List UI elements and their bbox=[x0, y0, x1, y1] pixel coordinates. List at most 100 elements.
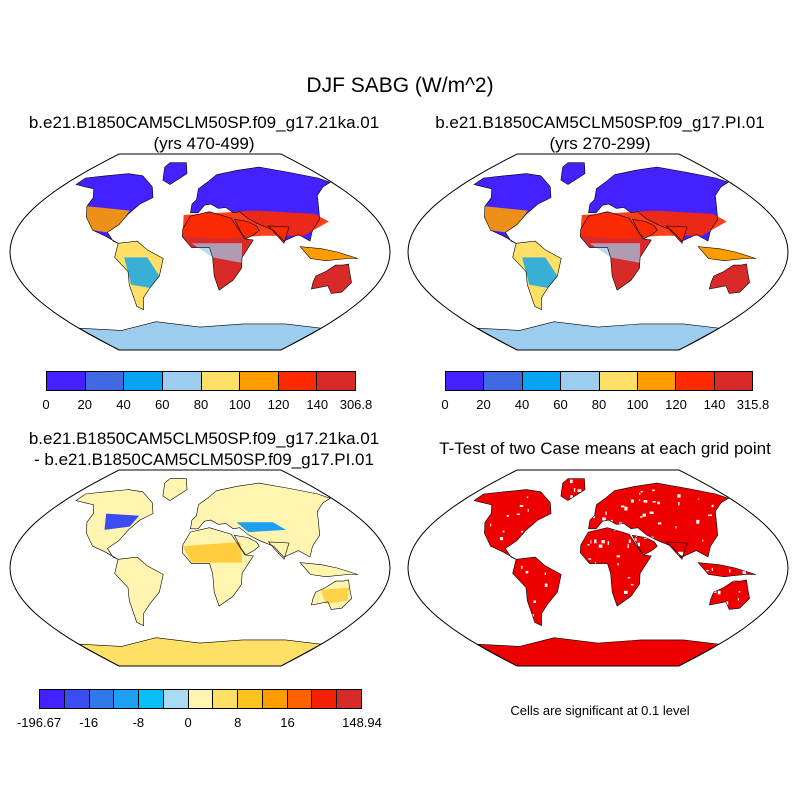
colorbar-swatch bbox=[47, 372, 86, 390]
significant-eurasia bbox=[588, 483, 729, 558]
nonsignificant-cell bbox=[691, 588, 695, 590]
nonsignificant-cell bbox=[442, 539, 446, 543]
nonsignificant-cell bbox=[504, 562, 507, 565]
nonsignificant-cell bbox=[670, 579, 672, 583]
map-border bbox=[9, 469, 391, 667]
coastline-greenland bbox=[560, 162, 586, 185]
land-india bbox=[268, 541, 289, 560]
colorbar-swatch bbox=[238, 690, 263, 708]
nonsignificant-cell bbox=[756, 569, 759, 572]
nonsignificant-cell bbox=[720, 553, 724, 557]
panel-title-pi: b.e21.B1850CAM5CLM50SP.f09_g17.PI.01 (yr… bbox=[400, 112, 800, 154]
colorbar-tick-label: 100 bbox=[228, 397, 251, 412]
significant-namerica bbox=[474, 489, 551, 560]
nonsignificant-cell bbox=[652, 609, 654, 611]
coastline-india bbox=[267, 541, 290, 560]
nonsignificant-cell bbox=[490, 606, 493, 609]
nonsignificant-cell bbox=[519, 593, 523, 597]
nonsignificant-cell bbox=[732, 547, 735, 550]
nonsignificant-cell bbox=[737, 598, 739, 601]
nonsignificant-cell bbox=[595, 485, 598, 489]
nonsignificant-cell bbox=[502, 530, 505, 533]
coastline-arabia bbox=[631, 534, 658, 556]
nonsignificant-cell bbox=[573, 488, 576, 492]
colorbar-swatch bbox=[637, 372, 677, 390]
nonsignificant-cell bbox=[635, 535, 638, 537]
coastline-africa bbox=[181, 211, 254, 291]
colorbar-swatch bbox=[599, 372, 638, 390]
colorbar-swatch bbox=[114, 690, 140, 708]
significant-greenland bbox=[560, 478, 585, 501]
nonsignificant-cell bbox=[578, 560, 580, 564]
colorbar-swatch bbox=[317, 372, 355, 390]
coastline-antarctica bbox=[476, 321, 721, 350]
coastline-samerica bbox=[512, 240, 562, 311]
nonsignificant-cell bbox=[573, 583, 577, 585]
nonsignificant-cell bbox=[639, 499, 641, 501]
land-greenland bbox=[162, 162, 187, 185]
nonsignificant-cell bbox=[756, 555, 758, 558]
nonsignificant-cell bbox=[527, 627, 529, 629]
nonsignificant-cell bbox=[486, 485, 491, 490]
nonsignificant-cell bbox=[573, 616, 576, 618]
nonsignificant-cell bbox=[722, 563, 725, 565]
nonsignificant-cell bbox=[521, 530, 523, 533]
colorbar-tick-label: 80 bbox=[193, 397, 209, 412]
nonsignificant-cell bbox=[516, 513, 520, 515]
colorbar-tick-label: 140 bbox=[703, 397, 726, 412]
panel-title-ttest: T-Test of two Case means at each grid po… bbox=[439, 439, 771, 458]
nonsignificant-cell bbox=[526, 496, 529, 498]
nonsignificant-cell bbox=[643, 500, 648, 503]
nonsignificant-cell bbox=[639, 492, 641, 495]
coastline-namerica bbox=[473, 489, 552, 560]
nonsignificant-cell bbox=[583, 608, 586, 612]
colorbar-tick-label: 60 bbox=[155, 397, 170, 412]
nonsignificant-cell bbox=[545, 480, 548, 485]
colorbar-swatch bbox=[40, 690, 65, 708]
nonsignificant-cell bbox=[464, 527, 467, 530]
nonsignificant-cell bbox=[610, 602, 615, 604]
coastline-antarctica bbox=[78, 637, 323, 666]
nonsignificant-cell bbox=[454, 499, 456, 502]
nonsignificant-cell bbox=[500, 537, 504, 541]
significant-arabia bbox=[632, 535, 658, 555]
nonsignificant-cell bbox=[617, 563, 619, 566]
coastline-australia bbox=[708, 263, 750, 294]
nonsignificant-cell bbox=[630, 584, 634, 586]
nonsignificant-cell bbox=[644, 537, 648, 539]
nonsignificant-cell bbox=[671, 608, 674, 612]
nonsignificant-cell bbox=[472, 535, 477, 538]
panel-years: (yrs 270-299) bbox=[549, 134, 651, 153]
nonsignificant-cell bbox=[577, 603, 580, 607]
nonsignificant-cell bbox=[706, 570, 709, 572]
nonsignificant-cell bbox=[752, 478, 755, 481]
coastline-australia bbox=[310, 579, 352, 610]
colorbar-21ka bbox=[46, 371, 356, 391]
nonsignificant-cell bbox=[476, 565, 480, 568]
coastline-namerica bbox=[75, 173, 154, 244]
coastline-australia bbox=[310, 263, 352, 294]
significance-note: Cells are significant at 0.1 level bbox=[510, 703, 690, 718]
nonsignificant-cell bbox=[732, 578, 735, 582]
nonsignificant-cell bbox=[490, 622, 493, 627]
nonsignificant-cell bbox=[651, 479, 653, 481]
coastline-antarctica bbox=[78, 321, 323, 350]
nonsignificant-cell bbox=[469, 587, 474, 589]
colorbar-pi bbox=[445, 371, 753, 391]
nonsignificant-cell bbox=[602, 517, 606, 521]
coastline-indonesia bbox=[697, 562, 756, 578]
colorbar-swatch bbox=[446, 372, 485, 390]
coastline-antarctica bbox=[476, 637, 721, 666]
significant-samerica bbox=[512, 557, 562, 626]
nonsignificant-cell bbox=[562, 518, 566, 520]
nonsignificant-cell bbox=[640, 491, 643, 493]
nonsignificant-cell bbox=[668, 480, 670, 483]
nonsignificant-cell bbox=[559, 515, 562, 520]
significant-india bbox=[666, 541, 687, 560]
nonsignificant-cell bbox=[588, 558, 592, 560]
coastline-greenland bbox=[560, 478, 586, 501]
nonsignificant-cell bbox=[708, 514, 712, 516]
nonsignificant-cell bbox=[542, 493, 546, 496]
nonsignificant-cell bbox=[761, 504, 763, 506]
nonsignificant-cell bbox=[533, 600, 536, 603]
